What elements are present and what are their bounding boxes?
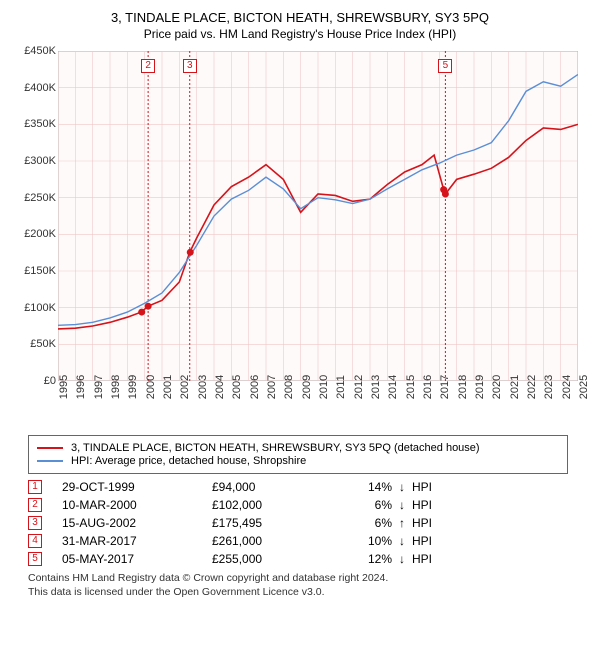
transaction-date: 31-MAR-2017 xyxy=(62,534,212,548)
transaction-badge: 1 xyxy=(28,480,42,494)
transaction-price: £255,000 xyxy=(212,552,332,566)
footer-line-2: This data is licensed under the Open Gov… xyxy=(28,586,590,600)
x-axis-label: 2013 xyxy=(370,375,382,399)
x-axis-label: 2018 xyxy=(457,375,469,399)
legend-swatch xyxy=(37,460,63,462)
x-axis-label: 2016 xyxy=(422,375,434,399)
transaction-pct: 10% xyxy=(332,534,392,548)
chart-marker-badge: 5 xyxy=(438,59,452,73)
x-axis-label: 2014 xyxy=(387,375,399,399)
x-axis-label: 2020 xyxy=(491,375,503,399)
transaction-direction-icon: ↓ xyxy=(392,534,412,548)
x-axis-label: 2021 xyxy=(509,375,521,399)
transaction-date: 05-MAY-2017 xyxy=(62,552,212,566)
chart-title: 3, TINDALE PLACE, BICTON HEATH, SHREWSBU… xyxy=(10,10,590,25)
transaction-badge: 2 xyxy=(28,498,42,512)
x-axis-label: 2008 xyxy=(283,375,295,399)
y-axis-label: £350K xyxy=(24,118,56,130)
x-axis-label: 2024 xyxy=(561,375,573,399)
transaction-date: 10-MAR-2000 xyxy=(62,498,212,512)
price-chart: £0 £50K £100K £150K £200K £250K £300K £350K £400… xyxy=(10,47,590,427)
x-axis-label: 1998 xyxy=(110,375,122,399)
transaction-direction-icon: ↓ xyxy=(392,498,412,512)
x-axis-label: 2009 xyxy=(301,375,313,399)
legend-item: HPI: Average price, detached house, Shro… xyxy=(37,455,559,467)
x-axis-label: 1996 xyxy=(75,375,87,399)
y-axis-label: £450K xyxy=(24,45,56,57)
x-axis-label: 2004 xyxy=(214,375,226,399)
y-axis-label: £50K xyxy=(30,338,56,350)
x-axis-label: 2017 xyxy=(439,375,451,399)
transactions-table: 129-OCT-1999£94,00014%↓HPI210-MAR-2000£1… xyxy=(28,480,590,566)
transaction-rel-label: HPI xyxy=(412,498,452,512)
transaction-pct: 14% xyxy=(332,480,392,494)
transaction-date: 29-OCT-1999 xyxy=(62,480,212,494)
transaction-date: 15-AUG-2002 xyxy=(62,516,212,530)
transaction-badge: 4 xyxy=(28,534,42,548)
transaction-row: 4 31-MAR-2017£261,00010%↓HPI xyxy=(28,534,590,548)
transaction-direction-icon: ↑ xyxy=(392,516,412,530)
transaction-row: 1 29-OCT-1999£94,00014%↓HPI xyxy=(28,480,590,494)
y-axis-label: £250K xyxy=(24,192,56,204)
transaction-price: £175,495 xyxy=(212,516,332,530)
x-axis-label: 2015 xyxy=(405,375,417,399)
y-axis-label: £0 xyxy=(44,375,56,387)
x-axis-label: 2001 xyxy=(162,375,174,399)
x-axis-label: 2022 xyxy=(526,375,538,399)
legend-swatch xyxy=(37,447,63,449)
chart-subtitle: Price paid vs. HM Land Registry's House … xyxy=(10,27,590,41)
transaction-price: £94,000 xyxy=(212,480,332,494)
x-axis-label: 2011 xyxy=(335,375,347,399)
y-axis-label: £150K xyxy=(24,265,56,277)
x-axis-label: 1995 xyxy=(58,375,70,399)
x-axis-label: 2000 xyxy=(145,375,157,399)
transaction-pct: 6% xyxy=(332,498,392,512)
transaction-rel-label: HPI xyxy=(412,534,452,548)
transaction-direction-icon: ↓ xyxy=(392,552,412,566)
x-axis-label: 2019 xyxy=(474,375,486,399)
y-axis-label: £300K xyxy=(24,155,56,167)
chart-plot-area xyxy=(58,51,578,381)
footer-attribution: Contains HM Land Registry data © Crown c… xyxy=(28,572,590,599)
transaction-rel-label: HPI xyxy=(412,552,452,566)
transaction-price: £102,000 xyxy=(212,498,332,512)
y-axis-label: £400K xyxy=(24,82,56,94)
transaction-row: 2 10-MAR-2000£102,0006%↓HPI xyxy=(28,498,590,512)
x-axis-label: 2006 xyxy=(249,375,261,399)
transaction-pct: 6% xyxy=(332,516,392,530)
legend: 3, TINDALE PLACE, BICTON HEATH, SHREWSBU… xyxy=(28,435,568,474)
x-axis-label: 2023 xyxy=(543,375,555,399)
transaction-rel-label: HPI xyxy=(412,480,452,494)
x-axis-label: 2012 xyxy=(353,375,365,399)
transaction-row: 5 05-MAY-2017£255,00012%↓HPI xyxy=(28,552,590,566)
legend-label: HPI: Average price, detached house, Shro… xyxy=(71,455,306,467)
y-axis-label: £200K xyxy=(24,228,56,240)
x-axis-label: 2010 xyxy=(318,375,330,399)
x-axis-label: 1999 xyxy=(127,375,139,399)
footer-line-1: Contains HM Land Registry data © Crown c… xyxy=(28,572,590,586)
transaction-price: £261,000 xyxy=(212,534,332,548)
transaction-row: 3 15-AUG-2002£175,4956%↑HPI xyxy=(28,516,590,530)
transaction-badge: 3 xyxy=(28,516,42,530)
x-axis-label: 2002 xyxy=(179,375,191,399)
transaction-badge: 5 xyxy=(28,552,42,566)
y-axis-label: £100K xyxy=(24,302,56,314)
legend-label: 3, TINDALE PLACE, BICTON HEATH, SHREWSBU… xyxy=(71,442,480,454)
x-axis-label: 2005 xyxy=(231,375,243,399)
x-axis-label: 2025 xyxy=(578,375,590,399)
x-axis-label: 2003 xyxy=(197,375,209,399)
chart-marker-badge: 2 xyxy=(141,59,155,73)
x-axis-label: 2007 xyxy=(266,375,278,399)
legend-item: 3, TINDALE PLACE, BICTON HEATH, SHREWSBU… xyxy=(37,442,559,454)
transaction-rel-label: HPI xyxy=(412,516,452,530)
transaction-direction-icon: ↓ xyxy=(392,480,412,494)
x-axis-label: 1997 xyxy=(93,375,105,399)
transaction-pct: 12% xyxy=(332,552,392,566)
chart-marker-badge: 3 xyxy=(183,59,197,73)
